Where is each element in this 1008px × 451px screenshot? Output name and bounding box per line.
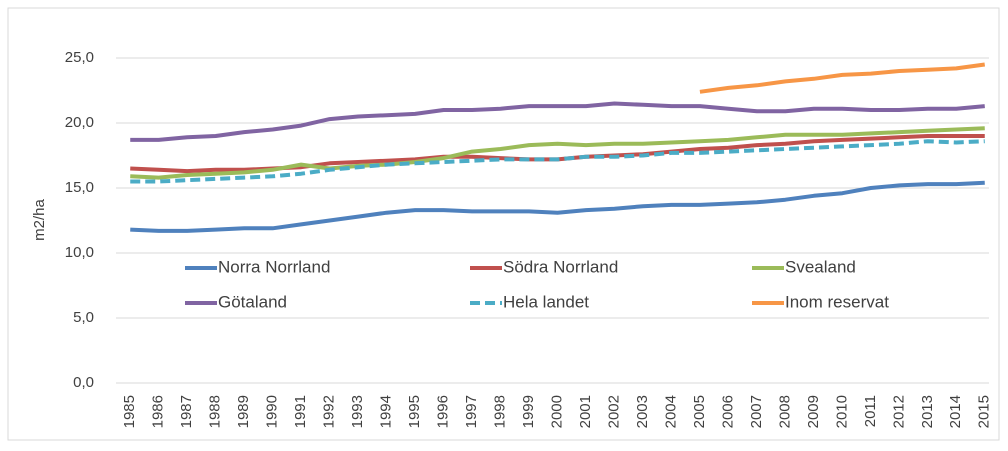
x-tick-label: 2007: [748, 395, 765, 428]
y-tick-label: 15,0: [65, 179, 94, 196]
series-line: [699, 62, 986, 94]
x-tick-label: 2004: [662, 395, 679, 428]
x-tick-label: 2013: [919, 395, 936, 428]
legend-label: Norra Norrland: [218, 257, 330, 276]
x-tick-label: 2000: [548, 395, 565, 428]
x-tick-label: 1993: [349, 395, 366, 428]
x-tick-label: 1998: [492, 395, 509, 428]
x-tick-label: 2011: [862, 395, 879, 427]
series-line: [130, 139, 985, 184]
series-line: [130, 180, 985, 233]
legend-label: Hela landet: [503, 292, 589, 311]
y-tick-label: 0,0: [73, 374, 94, 391]
x-tick-label: 2003: [634, 395, 651, 428]
series-line: [130, 101, 985, 142]
x-tick-label: 1989: [235, 395, 252, 428]
legend-label: Götaland: [218, 292, 287, 311]
x-tick-label: 2009: [805, 395, 822, 428]
x-tick-label: 1995: [406, 395, 423, 428]
y-tick-label: 5,0: [73, 309, 94, 326]
chart-border: [7, 7, 1000, 441]
series-line: [130, 126, 985, 180]
x-tick-label: 1992: [321, 395, 338, 428]
y-tick-label: 10,0: [65, 244, 94, 261]
x-tick-label: 2005: [691, 395, 708, 428]
x-tick-label: 1986: [150, 395, 167, 428]
x-tick-label: 1988: [207, 395, 224, 428]
x-tick-label: 1991: [292, 395, 309, 428]
x-tick-label: 2010: [833, 395, 850, 428]
x-tick-label: 1994: [378, 395, 395, 428]
legend-label: Inom reservat: [785, 292, 889, 311]
y-tick-label: 20,0: [65, 114, 94, 131]
x-tick-label: 1997: [463, 395, 480, 428]
y-axis-label: m2/ha: [31, 199, 48, 241]
legend-label: Svealand: [785, 257, 856, 276]
x-tick-label: 2014: [947, 395, 964, 428]
x-tick-label: 1996: [435, 395, 452, 428]
x-tick-label: 2006: [719, 395, 736, 428]
x-tick-label: 2001: [577, 395, 594, 428]
x-tick-label: 1985: [121, 395, 138, 428]
x-tick-label: 2008: [776, 395, 793, 428]
x-tick-label: 1999: [520, 395, 537, 428]
x-tick-label: 2002: [605, 395, 622, 428]
x-tick-label: 1990: [264, 395, 281, 428]
x-tick-label: 2012: [890, 395, 907, 428]
x-tick-label: 1987: [178, 395, 195, 428]
y-tick-label: 25,0: [65, 49, 94, 66]
x-tick-label: 2015: [976, 395, 993, 428]
legend-label: Södra Norrland: [503, 257, 618, 276]
